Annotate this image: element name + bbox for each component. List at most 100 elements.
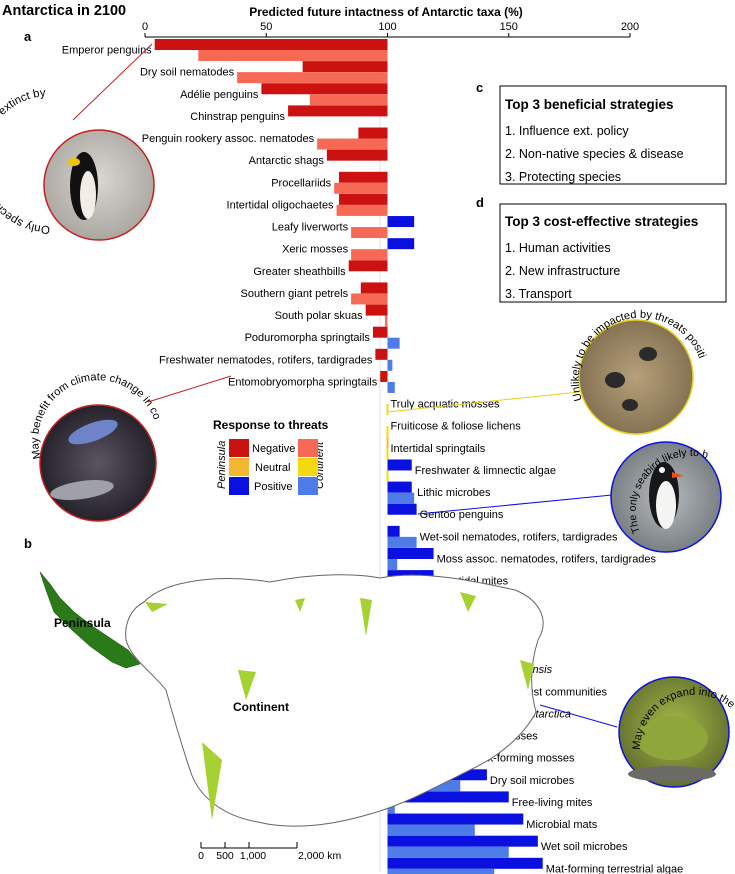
- bar-peninsula: [387, 547, 434, 559]
- grass-rock-shape: [628, 766, 716, 782]
- bar-continent: [334, 182, 388, 194]
- bar-continent: [198, 50, 388, 61]
- bar-continent: [386, 470, 389, 482]
- continent-vegetation-3: [360, 598, 372, 636]
- taxon-label: Lithic microbes: [417, 487, 491, 499]
- continent-outline: [125, 574, 544, 827]
- scale-label-1000: 1,000: [240, 850, 266, 862]
- bar-continent: [386, 426, 389, 438]
- legend-swatch-continent-negative: [298, 439, 318, 457]
- taxon-label: Dry soil microbes: [490, 775, 575, 787]
- gentoo-beak-shape: [672, 472, 684, 478]
- x-tick-label: 200: [621, 21, 639, 33]
- taxon-label: Intertidal springtails: [391, 443, 486, 455]
- bar-continent: [351, 293, 388, 305]
- scale-label-500: 500: [216, 850, 234, 862]
- gentoo-eye-patch: [659, 467, 665, 473]
- bar-peninsula: [358, 127, 388, 139]
- scale-label-2000: 2,000 km: [298, 850, 341, 862]
- taxon-label: Wet soil microbes: [541, 841, 628, 853]
- bar-continent: [387, 846, 509, 858]
- lichen-rock-2: [639, 347, 657, 361]
- box-c-item-2: 2. Non-native species & disease: [505, 147, 684, 161]
- bar-peninsula: [339, 193, 388, 205]
- taxon-label: Southern giant petrels: [240, 288, 348, 300]
- lichen-photo: [578, 319, 694, 435]
- bar-peninsula: [372, 326, 388, 338]
- bar-peninsula: [339, 171, 388, 183]
- callout-line-springtail: [147, 375, 232, 403]
- callout-line-grass: [539, 704, 618, 728]
- lichen-rock-1: [605, 372, 625, 388]
- bar-continent: [387, 381, 395, 393]
- gentoo-penguin-photo: [610, 441, 722, 553]
- continent-vegetation-5: [238, 670, 256, 700]
- bar-peninsula: [387, 791, 509, 803]
- springtail-1-shape: [68, 419, 118, 445]
- bar-continent: [351, 227, 388, 239]
- bar-continent: [387, 824, 475, 836]
- taxon-label: Entomobryomorpha springtails: [228, 376, 378, 388]
- taxon-label: Penguin rookery assoc. nematodes: [142, 133, 315, 145]
- taxon-label: Freshwater nematodes, rotifers, tardigra…: [159, 354, 373, 366]
- chart-title: Predicted future intactness of Antarctic…: [249, 5, 523, 19]
- bar-peninsula: [375, 348, 388, 360]
- springtail-2-shape: [50, 480, 114, 500]
- bar-continent: [387, 359, 393, 371]
- taxon-label: Poduromorpha springtails: [245, 332, 371, 344]
- box-d-item-3: 3. Transport: [505, 287, 572, 301]
- bar-continent: [237, 72, 388, 84]
- bar-continent: [385, 315, 388, 327]
- peninsula-vegetation: [39, 571, 141, 669]
- box-d-item-1: 1. Human activities: [505, 241, 611, 255]
- bar-continent: [387, 802, 395, 814]
- bar-peninsula: [302, 61, 388, 73]
- bar-peninsula: [348, 260, 388, 272]
- box-c-heading: Top 3 beneficial strategies: [505, 97, 674, 112]
- legend-swatch-peninsula-negative: [229, 439, 249, 457]
- x-tick-label: 150: [500, 21, 518, 33]
- taxon-label: Greater sheathbills: [253, 266, 346, 278]
- map-label-continent: Continent: [233, 700, 289, 714]
- bar-peninsula: [360, 282, 388, 294]
- x-axis: 0 50 100 150 200: [142, 21, 639, 38]
- legend-swatch-continent-positive: [298, 477, 318, 495]
- legend-label-positive: Positive: [254, 481, 293, 493]
- scale-bar: 0 500 1,000 2,000 km: [198, 842, 341, 862]
- taxon-label: Mat-forming terrestrial algae: [546, 863, 684, 874]
- bar-peninsula: [387, 835, 538, 847]
- taxon-label: Adélie penguins: [180, 89, 259, 101]
- box-d-item-2: 2. New infrastructure: [505, 264, 620, 278]
- gentoo-belly-shape: [656, 481, 676, 529]
- penguin-belly-shape: [80, 171, 96, 219]
- box-c-item-1: 1. Influence ext. policy: [505, 124, 629, 138]
- legend: Response to threats Peninsula Continent …: [213, 418, 329, 495]
- box-d: [499, 203, 727, 303]
- taxon-label: Gentoo penguins: [420, 509, 504, 521]
- bar-peninsula: [387, 813, 524, 825]
- x-tick-label: 0: [142, 21, 148, 33]
- bar-continent: [387, 868, 495, 874]
- taxon-label: Antarctic shags: [249, 155, 325, 167]
- box-c-item-3: 3. Protecting species: [505, 170, 621, 184]
- panel-label-d: d: [476, 195, 484, 210]
- x-tick-label: 50: [260, 21, 272, 33]
- taxon-label: Wet-soil nematodes, rotifers, tardigrade…: [420, 531, 618, 543]
- bar-continent: [351, 249, 388, 261]
- emperor-penguin-photo: [43, 129, 155, 241]
- bar-continent: [317, 138, 388, 150]
- bar-continent: [309, 94, 388, 106]
- antarctica-map: Peninsula Continent 0 500 1,000 2,000 km: [39, 571, 544, 862]
- taxon-label: Moss assoc. nematodes, rotifers, tardigr…: [437, 553, 657, 565]
- panel-label-a: a: [24, 29, 32, 44]
- bar-continent: [386, 448, 389, 460]
- taxon-label: Free-living mites: [512, 797, 593, 809]
- continent-vegetation-4: [460, 592, 476, 612]
- bar-peninsula: [154, 39, 388, 50]
- taxon-label: Xeric mosses: [282, 244, 349, 256]
- legend-label-negative: Negative: [252, 443, 295, 455]
- bar-peninsula: [387, 503, 417, 515]
- bar-peninsula: [326, 149, 388, 161]
- bar-peninsula: [387, 238, 415, 250]
